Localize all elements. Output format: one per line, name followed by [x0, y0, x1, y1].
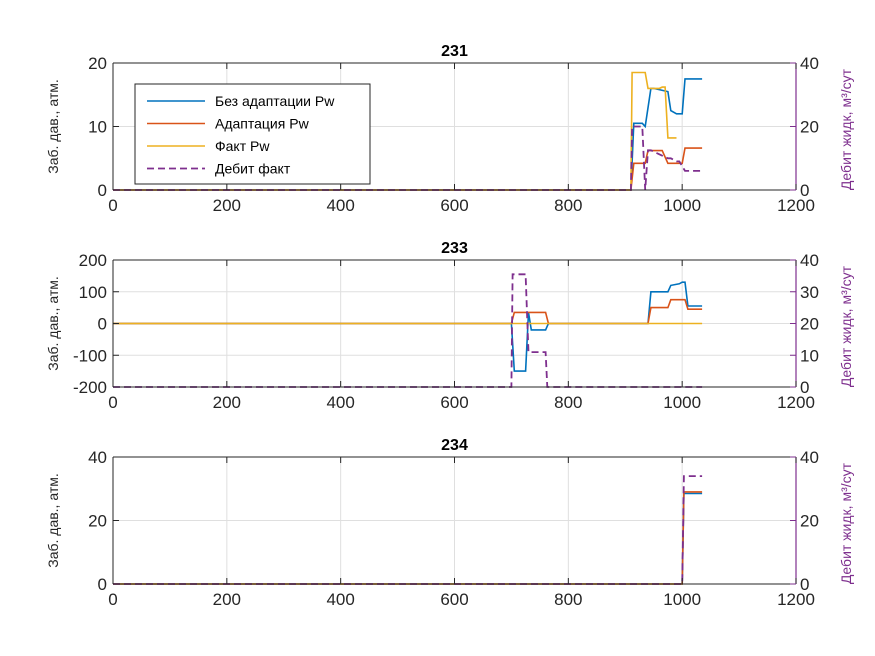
y-tick-label: 0 [98, 181, 107, 200]
series-line-1 [113, 281, 703, 372]
x-tick-label: 600 [440, 196, 468, 215]
x-tick-label: 400 [326, 590, 354, 609]
x-tick-label: 200 [213, 196, 241, 215]
x-tick-label: 1200 [777, 590, 815, 609]
y-right-tick-label: 0 [800, 181, 809, 200]
series-line-4 [113, 125, 703, 191]
y-right-axis-label: Дебит жидк, м³/сут [838, 462, 854, 584]
y-right-tick-label: 20 [800, 512, 819, 531]
x-tick-label: 800 [554, 590, 582, 609]
series-line-2 [113, 491, 703, 585]
y-tick-label: -100 [73, 346, 107, 365]
chart-title: 234 [441, 437, 468, 454]
x-tick-label: 400 [326, 196, 354, 215]
legend-label-1: Без адаптации Pw [215, 93, 335, 109]
y-right-tick-label: 0 [800, 378, 809, 397]
y-axis-label: Заб. дав., атм. [45, 79, 61, 174]
x-tick-label: 800 [554, 196, 582, 215]
x-tick-label: 1000 [663, 590, 701, 609]
x-tick-label: 1200 [777, 393, 815, 412]
y-axis-label: Заб. дав., атм. [45, 276, 61, 371]
y-tick-label: 10 [88, 118, 107, 137]
x-tick-label: 400 [326, 393, 354, 412]
x-tick-label: 800 [554, 393, 582, 412]
y-axis-label: Заб. дав., атм. [45, 473, 61, 568]
y-tick-label: 40 [88, 448, 107, 467]
x-tick-label: 200 [213, 590, 241, 609]
chart-title: 231 [441, 43, 468, 60]
y-right-axis-label: Дебит жидк, м³/сут [838, 68, 854, 190]
x-tick-label: 0 [108, 196, 117, 215]
series-line-4 [113, 273, 703, 388]
series-line-1 [113, 492, 703, 585]
legend-label-3: Факт Pw [215, 138, 270, 154]
y-right-tick-label: 40 [800, 54, 819, 73]
y-tick-label: 20 [88, 512, 107, 531]
legend-label-2: Адаптация Pw [215, 116, 310, 132]
series-line-4 [113, 475, 703, 585]
y-right-tick-label: 40 [800, 448, 819, 467]
y-right-tick-label: 0 [800, 575, 809, 594]
chart-title: 233 [441, 240, 468, 257]
x-tick-label: 600 [440, 393, 468, 412]
y-tick-label: 20 [88, 54, 107, 73]
x-tick-label: 1000 [663, 393, 701, 412]
x-tick-label: 1000 [663, 196, 701, 215]
y-tick-label: 0 [98, 575, 107, 594]
x-tick-label: 600 [440, 590, 468, 609]
y-right-tick-label: 20 [800, 118, 819, 137]
subplot-233: 0 200 400 600 800 1000 1200 -200 -100 0 100 200 0 10 2… [45, 240, 854, 412]
y-tick-label: 100 [79, 283, 107, 302]
y-right-tick-label: 10 [800, 346, 819, 365]
legend: Без адаптации Pw Адаптация Pw Факт Pw Дебит… [134, 83, 371, 185]
legend-label-4: Дебит факт [215, 161, 291, 177]
series-line-2 [113, 147, 703, 191]
y-right-tick-label: 20 [800, 315, 819, 334]
y-tick-label: 0 [98, 315, 107, 334]
y-tick-label: 200 [79, 251, 107, 270]
y-right-axis-label: Дебит жидк, м³/сут [838, 265, 854, 387]
y-right-tick-label: 30 [800, 283, 819, 302]
series-line-2 [113, 298, 703, 325]
y-tick-label: -200 [73, 378, 107, 397]
x-tick-label: 1200 [777, 196, 815, 215]
x-tick-label: 0 [108, 590, 117, 609]
x-tick-label: 0 [108, 393, 117, 412]
y-right-tick-label: 40 [800, 251, 819, 270]
x-tick-label: 200 [213, 393, 241, 412]
